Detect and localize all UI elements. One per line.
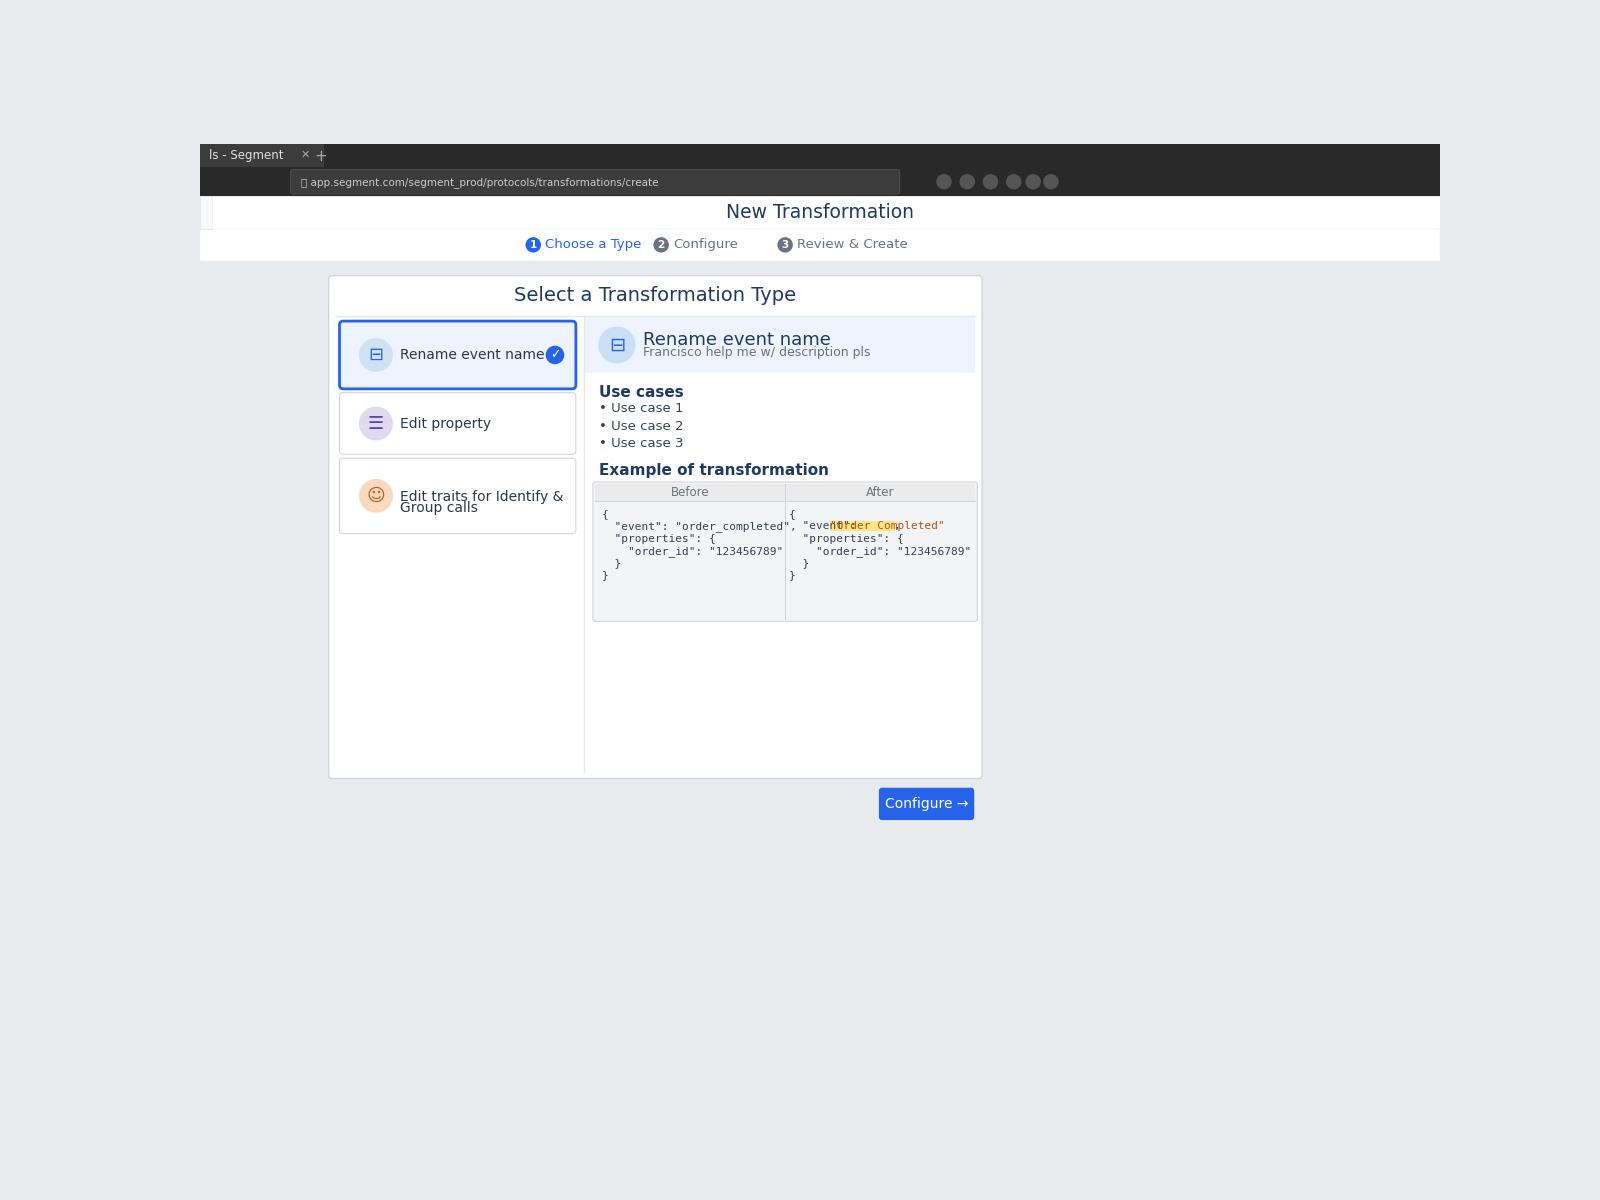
Circle shape: [960, 174, 974, 190]
FancyBboxPatch shape: [878, 787, 974, 820]
Text: ☺: ☺: [366, 487, 386, 505]
Circle shape: [546, 346, 565, 365]
Text: "properties": {: "properties": {: [602, 534, 717, 544]
Text: Use cases: Use cases: [598, 385, 683, 400]
Text: ls - Segment: ls - Segment: [210, 149, 283, 162]
Text: ☰: ☰: [368, 414, 384, 432]
Text: +: +: [315, 149, 328, 163]
Circle shape: [1006, 174, 1021, 190]
FancyBboxPatch shape: [339, 392, 576, 455]
Text: {: {: [602, 509, 608, 518]
Text: "event": "order_completed",: "event": "order_completed",: [602, 521, 797, 533]
FancyBboxPatch shape: [200, 167, 1440, 197]
Text: "Order Completed": "Order Completed": [830, 521, 946, 532]
Text: }: }: [602, 558, 622, 569]
Circle shape: [358, 338, 394, 372]
Circle shape: [1026, 174, 1042, 190]
Text: 2: 2: [658, 240, 664, 250]
Text: "order_id": "123456789": "order_id": "123456789": [789, 546, 971, 557]
Text: 3: 3: [781, 240, 789, 250]
Text: Configure: Configure: [672, 239, 738, 251]
Text: Group calls: Group calls: [400, 500, 478, 515]
Text: ⊟: ⊟: [368, 346, 384, 364]
FancyBboxPatch shape: [584, 317, 974, 373]
Text: 🔒 app.segment.com/segment_prod/protocols/transformations/create: 🔒 app.segment.com/segment_prod/protocols…: [301, 178, 658, 188]
Circle shape: [653, 238, 669, 252]
Text: }: }: [789, 570, 795, 581]
Text: ⊟: ⊟: [608, 336, 626, 354]
FancyBboxPatch shape: [200, 167, 293, 197]
FancyBboxPatch shape: [200, 144, 323, 167]
FancyBboxPatch shape: [594, 482, 978, 622]
Text: "event":: "event":: [789, 521, 864, 532]
Text: Example of transformation: Example of transformation: [598, 463, 829, 478]
Text: "order_id": "123456789": "order_id": "123456789": [602, 546, 784, 557]
FancyBboxPatch shape: [200, 229, 1440, 262]
FancyBboxPatch shape: [328, 276, 982, 779]
Text: After: After: [866, 486, 894, 499]
Text: Rename event name: Rename event name: [400, 348, 544, 362]
Text: • Use case 2: • Use case 2: [598, 420, 683, 433]
Text: Francisco help me w/ description pls: Francisco help me w/ description pls: [643, 346, 870, 359]
FancyBboxPatch shape: [200, 197, 211, 229]
Text: Rename event name: Rename event name: [643, 331, 830, 349]
Circle shape: [525, 238, 541, 252]
Circle shape: [936, 174, 952, 190]
FancyBboxPatch shape: [339, 458, 576, 534]
Circle shape: [358, 479, 394, 512]
Text: }: }: [789, 558, 810, 569]
Text: Select a Transformation Type: Select a Transformation Type: [514, 286, 795, 305]
Text: }: }: [602, 570, 608, 581]
FancyBboxPatch shape: [291, 169, 899, 194]
Text: ✕: ✕: [301, 150, 310, 160]
Text: New Transformation: New Transformation: [726, 203, 914, 222]
FancyBboxPatch shape: [339, 322, 576, 389]
Text: Edit traits for Identify &: Edit traits for Identify &: [400, 490, 563, 504]
Text: • Use case 3: • Use case 3: [598, 437, 683, 450]
Text: • Use case 1: • Use case 1: [598, 402, 683, 415]
FancyBboxPatch shape: [829, 521, 894, 530]
Text: Edit property: Edit property: [400, 416, 491, 431]
FancyBboxPatch shape: [200, 197, 1440, 229]
FancyBboxPatch shape: [595, 485, 974, 502]
Circle shape: [598, 326, 635, 364]
Circle shape: [982, 174, 998, 190]
Text: Review & Create: Review & Create: [797, 239, 907, 251]
Text: 1: 1: [530, 240, 538, 250]
FancyBboxPatch shape: [200, 144, 1440, 167]
Text: Configure →: Configure →: [885, 797, 968, 811]
Text: "properties": {: "properties": {: [789, 534, 904, 544]
Text: Before: Before: [670, 486, 709, 499]
Text: {: {: [789, 509, 795, 518]
FancyBboxPatch shape: [200, 262, 1440, 1068]
Circle shape: [778, 238, 794, 252]
Circle shape: [1043, 174, 1059, 190]
Text: Choose a Type: Choose a Type: [546, 239, 642, 251]
Text: ✓: ✓: [550, 348, 560, 361]
Text: ,: ,: [894, 521, 901, 532]
Circle shape: [358, 407, 394, 440]
